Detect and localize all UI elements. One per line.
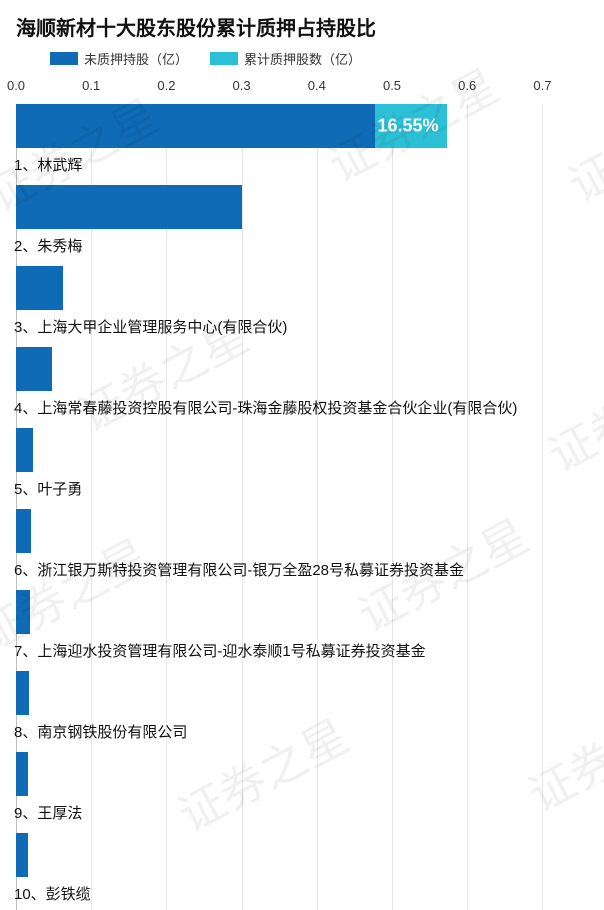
- bar-row: 10、彭铁缆: [12, 833, 592, 910]
- legend-label: 未质押持股（亿）: [84, 49, 188, 68]
- bar-track: [16, 509, 580, 553]
- bar-track: [16, 671, 580, 715]
- bar-track: [16, 833, 580, 877]
- bar-stack: [16, 266, 580, 310]
- x-tick: 0.1: [82, 78, 100, 93]
- bar-stack: [16, 752, 580, 796]
- x-tick: 0.6: [458, 78, 476, 93]
- bar-label: 10、彭铁缆: [12, 877, 592, 910]
- bar-segment-unpledged: [16, 833, 28, 877]
- bar-stack: [16, 347, 580, 391]
- bar-value-label: 16.55%: [375, 116, 438, 137]
- bar-segment-unpledged: [16, 590, 30, 634]
- bar-label: 1、林武辉: [12, 148, 592, 181]
- x-axis: 0.00.10.20.30.40.50.60.7: [12, 78, 592, 98]
- bar-track: [16, 185, 580, 229]
- bar-track: [16, 428, 580, 472]
- legend-item: 累计质押股数（亿）: [210, 49, 361, 68]
- bar-stack: [16, 428, 580, 472]
- plot: 16.55% 1、林武辉 2、朱秀梅 3、上海大甲企业管理服务中心(有限合伙) 4、上海…: [12, 104, 592, 910]
- bar-row: 9、王厚法: [12, 752, 592, 829]
- bar-segment-unpledged: [16, 671, 29, 715]
- bar-stack: [16, 104, 580, 148]
- bar-row: 8、南京钢铁股份有限公司: [12, 671, 592, 748]
- bar-segment-unpledged: [16, 104, 375, 148]
- bar-row: 5、叶子勇: [12, 428, 592, 505]
- bar-track: [16, 590, 580, 634]
- bar-row: 3、上海大甲企业管理服务中心(有限合伙): [12, 266, 592, 343]
- legend-swatch: [210, 52, 238, 65]
- bar-row: 6、浙江银万斯特投资管理有限公司-银万全盈28号私募证券投资基金: [12, 509, 592, 586]
- bar-label: 6、浙江银万斯特投资管理有限公司-银万全盈28号私募证券投资基金: [12, 553, 592, 586]
- bar-label: 7、上海迎水投资管理有限公司-迎水泰顺1号私募证券投资基金: [12, 634, 592, 667]
- bar-stack: [16, 590, 580, 634]
- bar-stack: [16, 509, 580, 553]
- bar-segment-unpledged: [16, 509, 31, 553]
- x-tick: 0.2: [157, 78, 175, 93]
- legend: 未质押持股（亿） 累计质押股数（亿）: [0, 47, 604, 78]
- chart-title: 海顺新材十大股东股份累计质押占持股比: [0, 0, 604, 47]
- bar-label: 4、上海常春藤投资控股有限公司-珠海金藤股权投资基金合伙企业(有限合伙): [12, 391, 592, 424]
- bar-label: 8、南京钢铁股份有限公司: [12, 715, 592, 748]
- bar-segment-unpledged: [16, 347, 52, 391]
- bar-track: [16, 752, 580, 796]
- legend-item: 未质押持股（亿）: [50, 49, 188, 68]
- bar-segment-unpledged: [16, 266, 63, 310]
- x-tick: 0.3: [233, 78, 251, 93]
- x-tick: 0.0: [7, 78, 25, 93]
- x-tick: 0.5: [383, 78, 401, 93]
- bar-label: 3、上海大甲企业管理服务中心(有限合伙): [12, 310, 592, 343]
- bar-stack: [16, 185, 580, 229]
- bar-label: 2、朱秀梅: [12, 229, 592, 262]
- bar-row: 4、上海常春藤投资控股有限公司-珠海金藤股权投资基金合伙企业(有限合伙): [12, 347, 592, 424]
- chart-area: 0.0 0.1 0.2 0.3 0.4 0.5 0.6 0.7 16.55% 1、林武辉 2、朱秀…: [0, 78, 604, 910]
- bar-stack: [16, 833, 580, 877]
- bar-row: 2、朱秀梅: [12, 185, 592, 262]
- bar-track: [16, 347, 580, 391]
- legend-swatch: [50, 52, 78, 65]
- bar-row: 16.55% 1、林武辉: [12, 104, 592, 181]
- bar-segment-unpledged: [16, 428, 33, 472]
- x-tick: 0.4: [308, 78, 326, 93]
- bar-segment-unpledged: [16, 752, 28, 796]
- legend-label: 累计质押股数（亿）: [244, 49, 361, 68]
- bar-track: [16, 266, 580, 310]
- x-tick: 0.7: [533, 78, 551, 93]
- bar-segment-unpledged: [16, 185, 242, 229]
- bar-label: 9、王厚法: [12, 796, 592, 829]
- bar-label: 5、叶子勇: [12, 472, 592, 505]
- bar-track: 16.55%: [16, 104, 580, 148]
- bar-row: 7、上海迎水投资管理有限公司-迎水泰顺1号私募证券投资基金: [12, 590, 592, 667]
- bar-stack: [16, 671, 580, 715]
